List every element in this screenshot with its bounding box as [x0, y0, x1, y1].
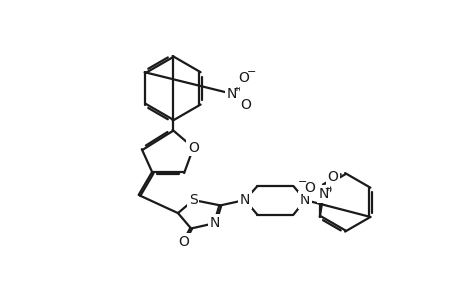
Text: N: N — [239, 193, 250, 207]
Text: N: N — [209, 216, 220, 230]
Text: +: + — [324, 186, 330, 192]
Text: −: − — [297, 176, 306, 187]
Text: S: S — [189, 193, 197, 207]
Text: O: O — [240, 98, 251, 112]
Text: N: N — [226, 87, 236, 101]
Text: O: O — [327, 170, 337, 184]
Text: −: − — [246, 67, 255, 77]
Text: +: + — [232, 86, 238, 92]
Text: O: O — [237, 71, 248, 85]
Text: O: O — [188, 141, 198, 155]
Text: O: O — [304, 181, 314, 195]
Text: N: N — [299, 193, 309, 207]
Text: O: O — [179, 235, 189, 249]
Text: N: N — [318, 187, 328, 201]
